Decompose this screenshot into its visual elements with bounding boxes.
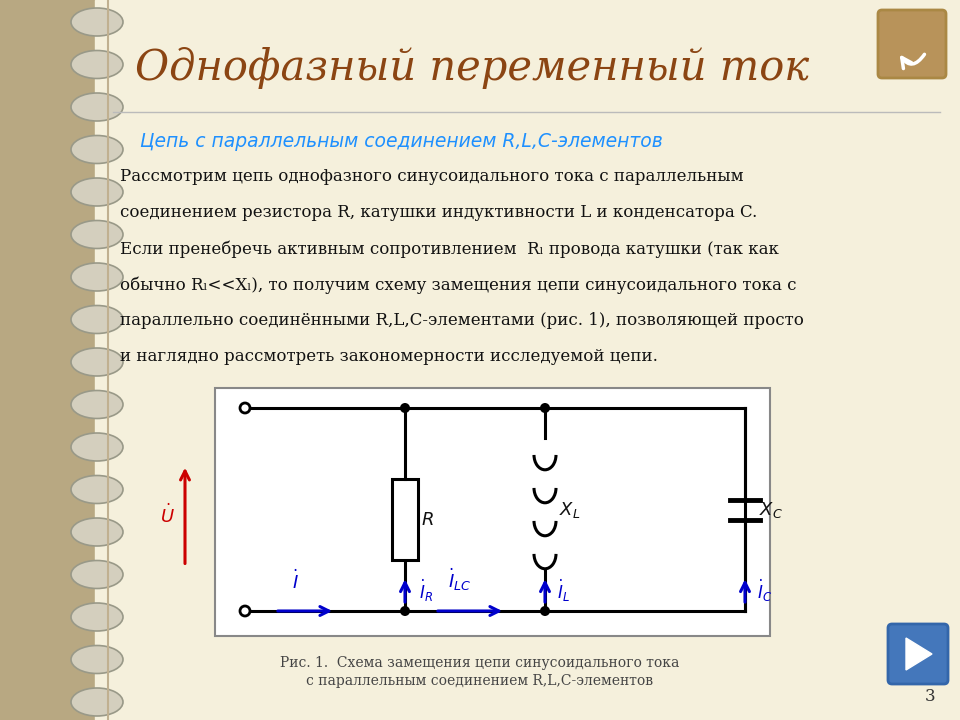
Ellipse shape xyxy=(71,220,123,248)
Text: $X_C$: $X_C$ xyxy=(759,500,782,520)
Text: с параллельным соединением R,L,C-элементов: с параллельным соединением R,L,C-элемент… xyxy=(306,674,654,688)
Ellipse shape xyxy=(75,402,119,415)
Ellipse shape xyxy=(75,274,119,288)
Ellipse shape xyxy=(71,475,123,503)
Ellipse shape xyxy=(75,487,119,500)
Ellipse shape xyxy=(71,93,123,121)
Text: Рассмотрим цепь однофазного синусоидального тока с параллельным: Рассмотрим цепь однофазного синусоидальн… xyxy=(120,168,744,185)
Text: Если пренебречь активным сопротивлением  Rₗ провода катушки (так как: Если пренебречь активным сопротивлением … xyxy=(120,240,779,258)
Text: $\dot{I}$: $\dot{I}$ xyxy=(292,570,299,593)
FancyBboxPatch shape xyxy=(888,624,948,684)
Text: $\dot{U}$: $\dot{U}$ xyxy=(160,504,175,527)
Ellipse shape xyxy=(400,606,410,616)
Polygon shape xyxy=(906,638,932,670)
Ellipse shape xyxy=(240,606,250,616)
Ellipse shape xyxy=(75,529,119,543)
Ellipse shape xyxy=(71,646,123,673)
Text: $\dot{I}_{LC}$: $\dot{I}_{LC}$ xyxy=(448,567,471,593)
Text: $\dot{I}_{L}$: $\dot{I}_{L}$ xyxy=(557,577,570,604)
Ellipse shape xyxy=(71,8,123,36)
Text: $X_L$: $X_L$ xyxy=(559,500,581,520)
Text: Цепь с параллельным соединением R,L,C-элементов: Цепь с параллельным соединением R,L,C-эл… xyxy=(128,132,662,151)
Text: соединением резистора R, катушки индуктивности L и конденсатора C.: соединением резистора R, катушки индукти… xyxy=(120,204,757,221)
Ellipse shape xyxy=(75,444,119,458)
Ellipse shape xyxy=(71,603,123,631)
Ellipse shape xyxy=(540,606,550,616)
Text: Рис. 1.  Схема замещения цепи синусоидального тока: Рис. 1. Схема замещения цепи синусоидаль… xyxy=(280,656,680,670)
Ellipse shape xyxy=(75,699,119,713)
Ellipse shape xyxy=(71,178,123,206)
Ellipse shape xyxy=(75,657,119,670)
Ellipse shape xyxy=(71,433,123,461)
Ellipse shape xyxy=(75,359,119,373)
Ellipse shape xyxy=(75,61,119,76)
Bar xyxy=(392,479,418,560)
Ellipse shape xyxy=(540,403,550,413)
Ellipse shape xyxy=(71,518,123,546)
Text: Однофазный переменный ток: Однофазный переменный ток xyxy=(135,47,809,89)
Ellipse shape xyxy=(71,390,123,418)
Ellipse shape xyxy=(75,572,119,585)
Ellipse shape xyxy=(75,189,119,203)
Ellipse shape xyxy=(75,104,119,118)
Ellipse shape xyxy=(400,403,410,413)
Ellipse shape xyxy=(71,305,123,333)
Text: $\dot{I}_{R}$: $\dot{I}_{R}$ xyxy=(419,577,433,604)
Ellipse shape xyxy=(71,560,123,588)
Text: параллельно соединёнными R,L,C-элементами (рис. 1), позволяющей просто: параллельно соединёнными R,L,C-элементам… xyxy=(120,312,804,329)
Ellipse shape xyxy=(71,135,123,163)
Text: обычно Rₗ<<Xₗ), то получим схему замещения цепи синусоидального тока с: обычно Rₗ<<Xₗ), то получим схему замещен… xyxy=(120,276,797,294)
Ellipse shape xyxy=(75,146,119,161)
Ellipse shape xyxy=(71,688,123,716)
Ellipse shape xyxy=(71,50,123,78)
Text: 3: 3 xyxy=(924,688,935,705)
Ellipse shape xyxy=(71,263,123,291)
Ellipse shape xyxy=(240,403,250,413)
Ellipse shape xyxy=(75,614,119,628)
Text: $R$: $R$ xyxy=(421,510,434,528)
Text: и наглядно рассмотреть закономерности исследуемой цепи.: и наглядно рассмотреть закономерности ис… xyxy=(120,348,658,365)
Ellipse shape xyxy=(75,19,119,33)
Ellipse shape xyxy=(71,348,123,376)
Bar xyxy=(215,388,770,636)
Bar xyxy=(0,0,108,720)
Ellipse shape xyxy=(75,317,119,330)
Text: $\dot{I}_{C}$: $\dot{I}_{C}$ xyxy=(757,577,772,604)
FancyBboxPatch shape xyxy=(878,10,946,78)
Ellipse shape xyxy=(75,232,119,246)
